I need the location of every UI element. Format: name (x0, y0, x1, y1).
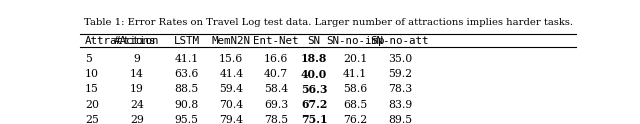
Text: 78.3: 78.3 (388, 84, 412, 94)
Text: 89.5: 89.5 (388, 115, 412, 124)
Text: 41.1: 41.1 (343, 69, 367, 79)
Text: #Action: #Action (115, 36, 160, 46)
Text: 35.0: 35.0 (388, 54, 412, 64)
Text: 15.6: 15.6 (219, 54, 243, 64)
Text: 75.1: 75.1 (301, 114, 328, 124)
Text: 83.9: 83.9 (388, 100, 412, 110)
Text: 40.0: 40.0 (301, 69, 327, 80)
Text: 15: 15 (85, 84, 99, 94)
Text: 10: 10 (85, 69, 99, 79)
Text: 59.2: 59.2 (388, 69, 412, 79)
Text: 20.1: 20.1 (343, 54, 367, 64)
Text: Table 1: Error Rates on Travel Log test data. Larger number of attractions impli: Table 1: Error Rates on Travel Log test … (83, 18, 573, 27)
Text: Attractions: Attractions (85, 36, 156, 46)
Text: 70.4: 70.4 (220, 100, 243, 110)
Text: 25: 25 (85, 115, 99, 124)
Text: 9: 9 (134, 54, 140, 64)
Text: 88.5: 88.5 (175, 84, 199, 94)
Text: 79.4: 79.4 (220, 115, 243, 124)
Text: MemN2N: MemN2N (212, 36, 251, 46)
Text: 18.8: 18.8 (301, 53, 327, 64)
Text: 40.7: 40.7 (264, 69, 288, 79)
Text: 90.8: 90.8 (175, 100, 199, 110)
Text: 76.2: 76.2 (343, 115, 367, 124)
Text: 68.5: 68.5 (343, 100, 367, 110)
Text: 16.6: 16.6 (264, 54, 288, 64)
Text: 69.3: 69.3 (264, 100, 288, 110)
Text: 14: 14 (130, 69, 144, 79)
Text: 29: 29 (130, 115, 144, 124)
Text: SN-no-imp: SN-no-imp (326, 36, 385, 46)
Text: 58.4: 58.4 (264, 84, 288, 94)
Text: 67.2: 67.2 (301, 99, 327, 110)
Text: 58.6: 58.6 (343, 84, 367, 94)
Text: 41.4: 41.4 (220, 69, 243, 79)
Text: SN: SN (308, 36, 321, 46)
Text: 19: 19 (130, 84, 144, 94)
Text: 59.4: 59.4 (220, 84, 243, 94)
Text: 56.3: 56.3 (301, 84, 328, 95)
Text: Ent-Net: Ent-Net (253, 36, 299, 46)
Text: 41.1: 41.1 (175, 54, 199, 64)
Text: SN-no-att: SN-no-att (371, 36, 429, 46)
Text: 20: 20 (85, 100, 99, 110)
Text: 24: 24 (130, 100, 144, 110)
Text: 5: 5 (85, 54, 92, 64)
Text: LSTM: LSTM (173, 36, 200, 46)
Text: 78.5: 78.5 (264, 115, 288, 124)
Text: 95.5: 95.5 (175, 115, 198, 124)
Text: 63.6: 63.6 (175, 69, 199, 79)
